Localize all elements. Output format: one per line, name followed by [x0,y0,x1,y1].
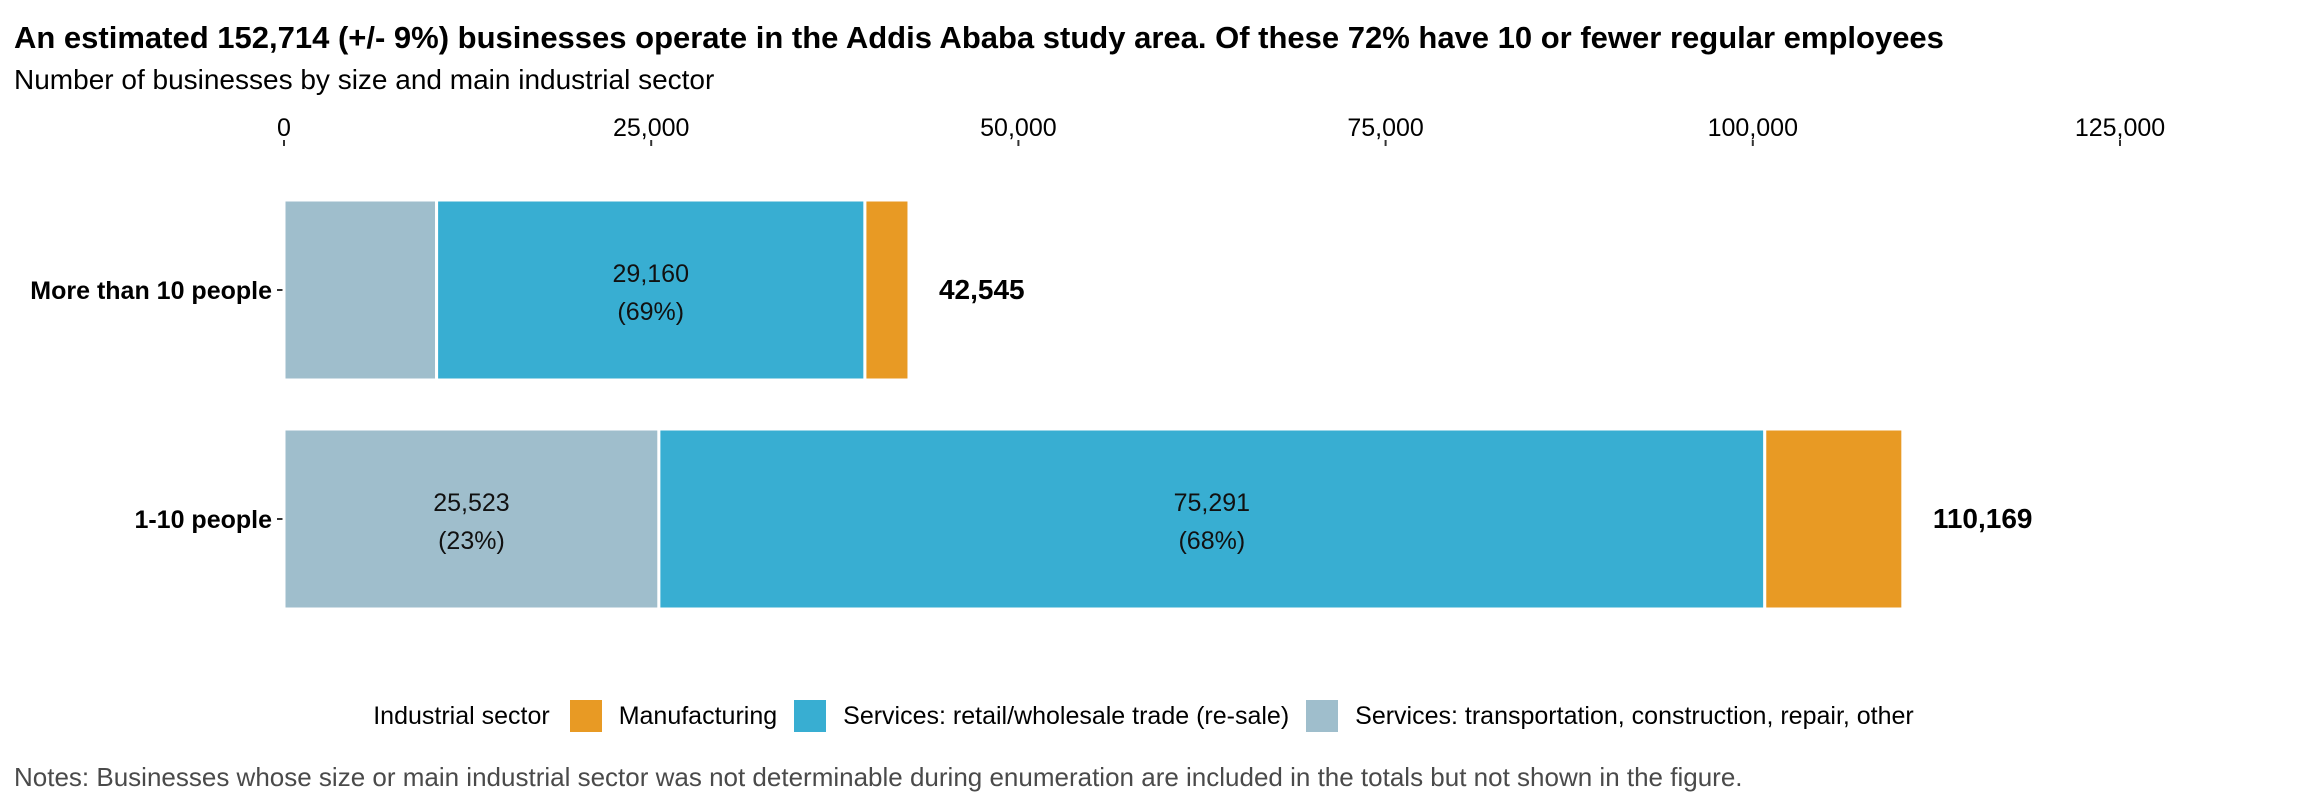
legend-swatch-retail-wholesale [794,700,827,732]
bar-segment [863,198,911,382]
x-tick-label: 100,000 [1708,114,1798,142]
total-label: 42,545 [939,274,1025,305]
segment-data-label: 75,291 (68%) [1174,489,1250,555]
x-tick-label: 125,000 [2075,114,2165,142]
legend-label-transport-construction: Services: transportation, construction, … [1355,701,1914,730]
x-tick-label: 50,000 [980,114,1056,142]
x-tick-label: 0 [277,114,291,142]
bar-segment [282,198,439,382]
chart-title: An estimated 152,714 (+/- 9%) businesses… [14,20,1944,55]
legend: Industrial sector Manufacturing Services… [0,700,2304,732]
bar-segment [282,427,661,611]
category-label: More than 10 people [30,277,272,305]
x-tick-label: 75,000 [1347,114,1423,142]
bar-segment [657,427,1767,611]
bar-segment [1763,427,1905,611]
segment-data-label: 25,523 (23%) [433,489,509,555]
legend-swatch-transport-construction [1306,700,1339,732]
category-label: 1-10 people [134,506,272,534]
bar-segment [435,198,867,382]
legend-label-retail-wholesale: Services: retail/wholesale trade (re-sal… [843,701,1290,730]
legend-item-retail-wholesale: Services: retail/wholesale trade (re-sal… [794,700,1289,732]
legend-title: Industrial sector [373,701,550,730]
total-label: 110,169 [1933,503,2033,534]
legend-swatch-manufacturing [569,700,602,732]
legend-label-manufacturing: Manufacturing [618,701,778,730]
x-tick-label: 25,000 [613,114,689,142]
chart-subtitle: Number of businesses by size and main in… [14,64,715,95]
chart-notes: Notes: Businesses whose size or main ind… [14,762,1743,792]
legend-item-manufacturing: Manufacturing [569,700,778,732]
segment-data-label: 29,160 (69%) [613,260,689,326]
legend-item-transport-construction: Services: transportation, construction, … [1306,700,1914,732]
